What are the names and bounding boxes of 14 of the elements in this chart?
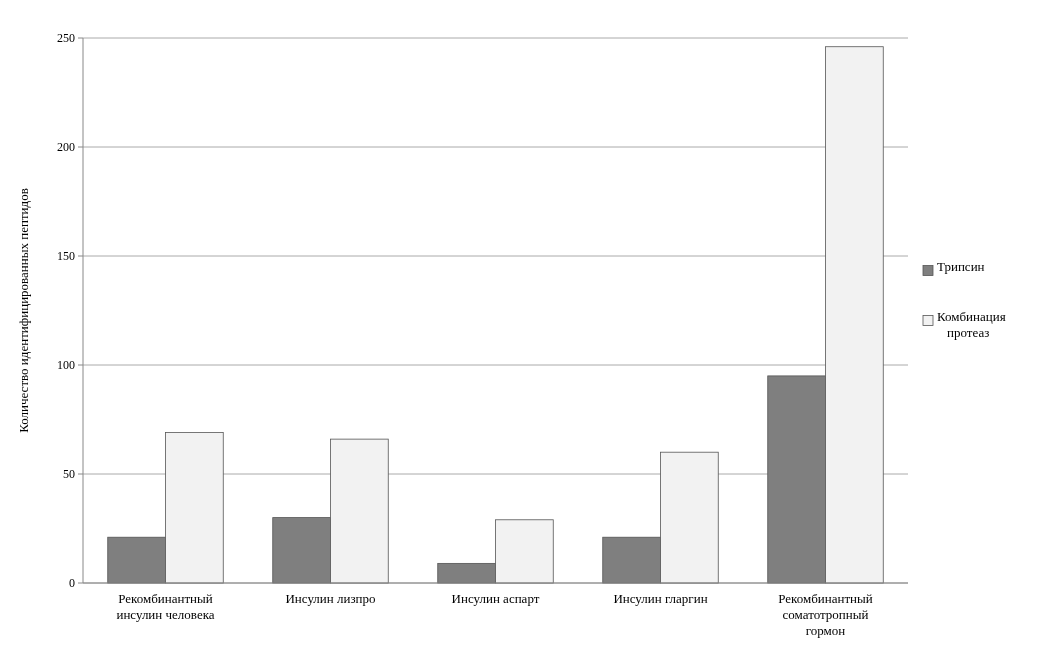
y-tick-label: 100 <box>57 358 75 373</box>
x-tick-label: Инсулин лизпро <box>285 591 376 606</box>
x-tick-label: Инсулин гларгин <box>613 591 708 606</box>
x-tick-label: Рекомбинантный инсулин человека <box>116 591 215 622</box>
y-tick-label: 0 <box>69 576 75 591</box>
legend-label: Трипсин <box>937 258 985 274</box>
y-tick-label: 150 <box>57 249 75 264</box>
y-axis-title: Количество идентифицированных пептидов <box>16 188 31 433</box>
y-tick-label: 50 <box>63 467 75 482</box>
x-tick-label: Рекомбинантный соматотропный гормон <box>778 591 873 638</box>
y-tick-label: 200 <box>57 140 75 155</box>
x-tick-label: Инсулин аспарт <box>451 591 540 606</box>
y-tick-label: 250 <box>57 31 75 46</box>
legend-label: Комбинация протеаз <box>937 308 1006 340</box>
